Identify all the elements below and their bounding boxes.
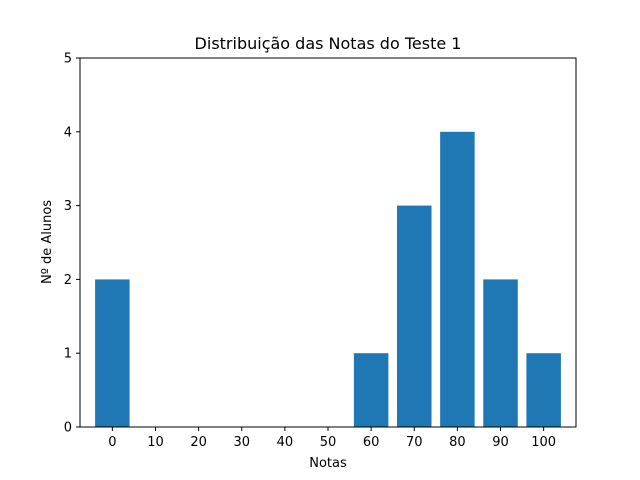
x-tick-label-0: 0 [108,435,116,450]
x-tick-label-20: 20 [190,435,207,450]
bar-90 [483,279,518,427]
bar-60 [353,353,389,427]
x-tick-label-40: 40 [277,435,294,450]
x-tick-label-70: 70 [406,435,423,450]
y-tick-label-2: 2 [64,273,72,288]
y-tick-label-0: 0 [64,421,72,436]
bar-70 [397,205,432,427]
x-tick-label-100: 100 [531,435,556,450]
y-tick-label-4: 4 [64,125,72,140]
x-axis-label: Notas [309,456,347,471]
x-tick-label-60: 60 [363,435,380,450]
y-axis-label: Nº de Alunos [40,200,55,284]
y-axis: 0 1 2 3 4 5 [64,52,80,436]
y-tick-label-5: 5 [64,52,72,67]
x-tick-label-80: 80 [449,435,466,450]
bar-80 [440,131,475,428]
y-tick-label-3: 3 [64,199,72,214]
bar-100 [526,353,561,427]
bars-group [95,131,561,428]
x-tick-label-30: 30 [233,435,250,450]
x-axis: 0 10 20 30 40 50 60 70 80 90 100 [108,427,556,450]
bar-0 [95,279,130,427]
x-tick-label-90: 90 [492,435,509,450]
x-tick-label-50: 50 [320,435,337,450]
x-tick-label-10: 10 [147,435,164,450]
chart-title: Distribuição das Notas do Teste 1 [195,34,462,53]
y-tick-label-1: 1 [64,347,72,362]
